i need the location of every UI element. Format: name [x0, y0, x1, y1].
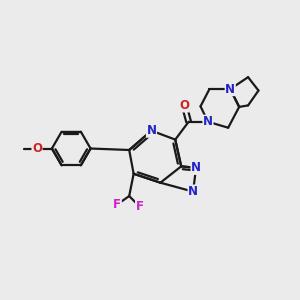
Text: N: N	[146, 124, 157, 137]
Text: N: N	[188, 185, 198, 198]
Text: N: N	[225, 82, 235, 96]
Text: F: F	[136, 200, 144, 213]
Text: F: F	[113, 198, 121, 211]
Text: O: O	[179, 99, 189, 112]
Text: N: N	[203, 115, 213, 128]
Text: N: N	[191, 161, 201, 174]
Text: O: O	[32, 142, 42, 155]
